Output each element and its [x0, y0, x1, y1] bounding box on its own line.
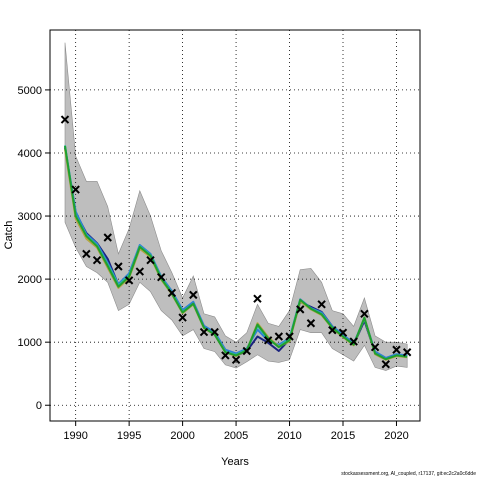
y-axis: 0 1000 2000 3000 4000 5000: [18, 85, 50, 412]
x-axis: 1990 1995 2000 2005 2010 2015 2020: [63, 421, 409, 442]
observed-point: [242, 346, 251, 356]
observed-point: [392, 345, 401, 354]
observed-point: [306, 319, 316, 328]
observed-point: [135, 267, 145, 276]
observed-point: [253, 294, 262, 303]
observed-point: [199, 327, 209, 337]
observed-point: [231, 355, 241, 365]
observed-point: [381, 360, 390, 369]
y-tick-label: 2000: [18, 274, 42, 286]
x-tick-label: 1990: [63, 430, 87, 442]
footer-credit: stockassessment.org, AI_coupled, r17137,…: [341, 471, 476, 477]
observed-point: [92, 255, 102, 265]
observed-point: [178, 313, 187, 322]
observed-point: [167, 288, 177, 298]
observed-point: [338, 328, 348, 337]
grid-layer: [50, 30, 420, 421]
observed-point: [71, 185, 80, 194]
observed-point: [285, 332, 294, 341]
series-line-5: [64, 145, 408, 361]
observed-point: [157, 273, 166, 282]
observed-point: [274, 332, 284, 341]
x-axis-title: Years: [221, 456, 249, 468]
y-tick-label: 4000: [18, 148, 42, 160]
observed-point: [263, 336, 273, 345]
y-tick-label: 0: [36, 400, 42, 412]
observed-point: [296, 305, 305, 314]
x-tick-label: 2020: [384, 430, 408, 442]
observed-point: [370, 343, 380, 352]
x-tick-label: 2000: [170, 430, 194, 442]
y-tick-label: 3000: [18, 211, 42, 223]
observed-point: [349, 337, 358, 346]
y-tick-label: 1000: [18, 337, 42, 349]
observed-point: [114, 262, 123, 271]
observed-point: [360, 309, 369, 318]
x-tick-label: 2015: [331, 430, 355, 442]
observed-point: [328, 325, 337, 335]
observed-point: [317, 300, 326, 309]
observed-point: [402, 348, 412, 357]
observed-point: [124, 276, 134, 285]
series-layer: [64, 145, 408, 361]
y-tick-label: 5000: [18, 85, 42, 97]
observed-point: [210, 327, 219, 337]
plot-frame: [49, 29, 421, 422]
x-tick-label: 2010: [277, 430, 301, 442]
series-line-2: [64, 146, 408, 359]
observed-point: [60, 115, 70, 124]
observed-point: [82, 249, 91, 259]
y-axis-title: Catch: [3, 221, 15, 250]
observed-point: [146, 255, 155, 265]
x-tick-label: 2005: [224, 430, 248, 442]
x-tick-label: 1995: [117, 430, 141, 442]
observed-points-layer: [60, 115, 412, 369]
observed-point: [221, 351, 230, 360]
observed-point: [189, 290, 198, 300]
observed-point: [103, 233, 112, 242]
